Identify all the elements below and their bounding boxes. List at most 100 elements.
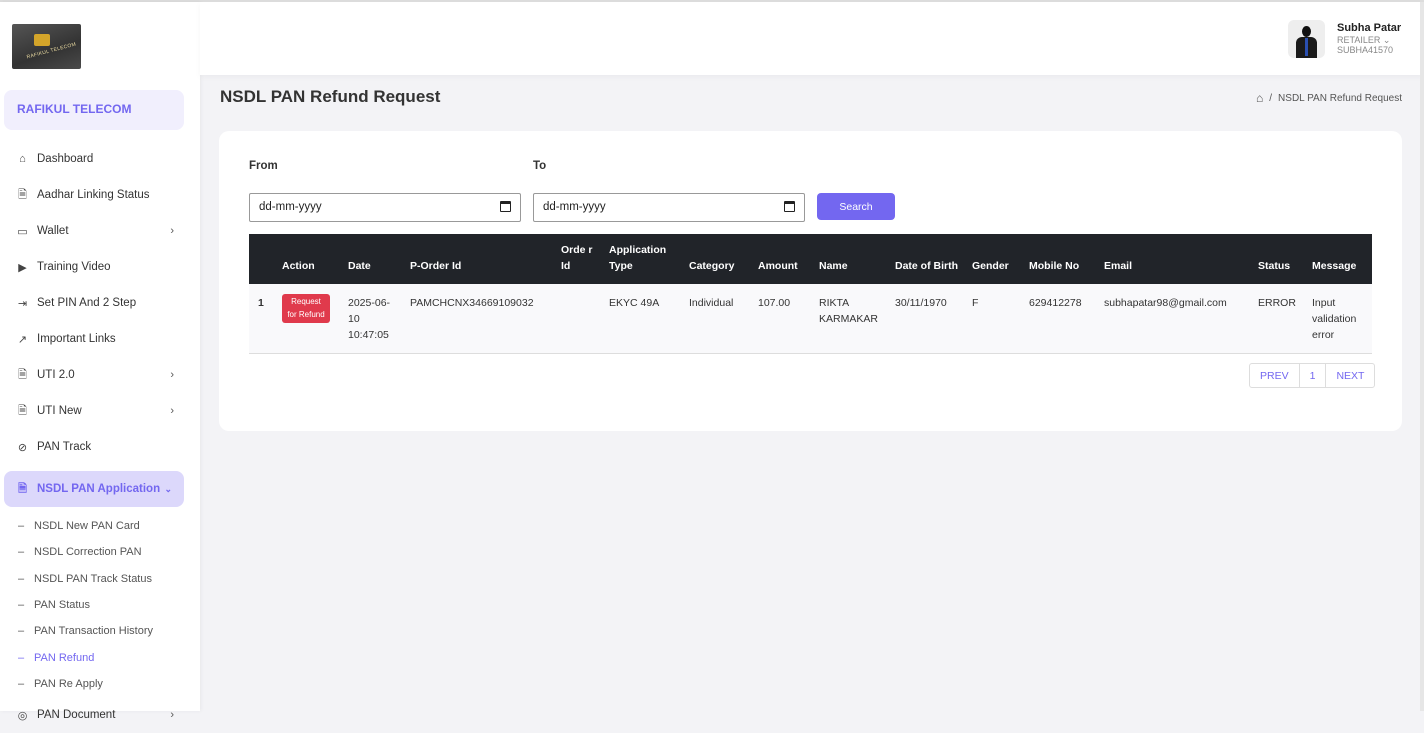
cell-porder: PAMCHCNX34669109032	[401, 284, 552, 354]
sidebar-item-label: Wallet	[37, 225, 69, 237]
prev-button[interactable]: PREV	[1250, 364, 1300, 387]
column-header-amount: Amount	[749, 234, 810, 284]
next-button[interactable]: NEXT	[1336, 369, 1365, 382]
cell-email: subhapatar98@gmail.com	[1095, 284, 1249, 354]
sidebar-subitem-label: NSDL Correction PAN	[34, 546, 142, 559]
cell-num: 1	[249, 284, 273, 354]
sidebar-subitem-nsdl-correction-pan[interactable]: – NSDL Correction PAN	[0, 539, 200, 565]
sidebar-item-dashboard[interactable]: ⌂ Dashboard	[0, 141, 200, 177]
from-date-value: dd-mm-yyyy	[259, 201, 322, 213]
from-label: From	[249, 160, 278, 172]
sidebar-subitem-label: PAN Refund	[34, 651, 95, 664]
wallet-icon: ▭	[17, 225, 28, 238]
chevron-icon: ›	[170, 709, 174, 722]
cell-type: EKYC 49A	[600, 284, 680, 354]
dash-icon: –	[18, 599, 25, 612]
column-header-mobile-no: Mobile No	[1020, 234, 1095, 284]
cell-action: Request for Refund	[273, 284, 339, 354]
table-row: 1 Request for Refund 2025-06-10 10:47:05 PA…	[249, 284, 1372, 354]
chevron-icon: ›	[170, 225, 174, 237]
dash-icon: –	[18, 677, 25, 690]
sidebar-item-important-links[interactable]: ↗ Important Links	[0, 321, 200, 357]
sidebar-item-label: Dashboard	[37, 153, 94, 165]
cell-gender: F	[963, 284, 1020, 354]
sidebar-item-label: UTI 2.0	[37, 369, 75, 381]
breadcrumb: ⌂ / NSDL PAN Refund Request	[1256, 91, 1402, 105]
sidebar-subitem-pan-transaction-history[interactable]: – PAN Transaction History	[0, 618, 200, 644]
sidebar-item-wallet[interactable]: ▭ Wallet ›	[0, 213, 200, 249]
breadcrumb-separator: /	[1269, 92, 1273, 104]
sidebar-item-label: PAN Track	[37, 441, 92, 453]
column-header-date-of-birth: Date of Birth	[886, 234, 963, 284]
user-name[interactable]: Subha Patar	[1337, 22, 1402, 34]
sidebar-item-label: NSDL PAN Application	[37, 483, 161, 495]
sidebar-item-label: Aadhar Linking Status	[37, 189, 150, 201]
search-button[interactable]: Search	[817, 193, 895, 220]
user-role-label: RETAILER ⌄	[1337, 35, 1391, 45]
user-role[interactable]: RETAILER ⌄ SUBHA41570	[1337, 35, 1393, 55]
chevron-icon: ›	[170, 405, 174, 417]
sidebar-subitem-label: PAN Status	[34, 599, 91, 612]
sidebar-item-pan-document[interactable]: ◎ PAN Document ›	[0, 697, 200, 733]
document-icon: 🗎	[18, 368, 27, 381]
column-header-name: Name	[810, 234, 886, 284]
sidebar-subitem-pan-refund[interactable]: – PAN Refund	[0, 644, 200, 670]
column-header-index	[249, 234, 273, 284]
sidebar-subitem-pan-status[interactable]: – PAN Status	[0, 592, 200, 618]
request-refund-button[interactable]: Request for Refund	[282, 294, 330, 323]
sidebar-item-set-pin-and-2-step[interactable]: ⇥ Set PIN And 2 Step	[0, 285, 200, 321]
calendar-icon[interactable]	[784, 201, 795, 212]
page-1-button[interactable]: 1	[1300, 364, 1327, 387]
home-icon: ⌂	[19, 153, 26, 165]
video-icon: ▶	[18, 261, 27, 274]
sidebar-subitem-nsdl-pan-track-status[interactable]: – NSDL PAN Track Status	[0, 566, 200, 592]
sidebar-item-label: Important Links	[37, 333, 116, 345]
sidebar-item-label: PAN Document	[37, 709, 116, 722]
top-header	[200, 2, 1424, 75]
column-header-gender: Gender	[963, 234, 1020, 284]
sidebar-item-label: UTI New	[37, 405, 82, 417]
sidebar-subitem-label: NSDL New PAN Card	[34, 520, 140, 533]
avatar[interactable]	[1288, 20, 1325, 58]
document-icon: 🗎	[18, 188, 27, 201]
chevron-icon: ›	[170, 369, 174, 381]
sidebar-subitem-nsdl-new-pan-card[interactable]: – NSDL New PAN Card	[0, 513, 200, 539]
document-icon: 🗎	[18, 482, 27, 495]
column-header-date: Date	[339, 234, 401, 284]
cell-mobile: 629412278	[1020, 284, 1095, 354]
sidebar-item-training-video[interactable]: ▶ Training Video	[0, 249, 200, 285]
column-header-action: Action	[273, 234, 339, 284]
sidebar: RAFIKUL TELECOM RAFIKUL TELECOM ⌂ Dashboa…	[0, 2, 200, 722]
cell-category: Individual	[680, 284, 749, 354]
brand-logo[interactable]: RAFIKUL TELECOM	[12, 24, 81, 69]
cell-status: ERROR	[1249, 284, 1303, 354]
column-header-category: Category	[680, 234, 749, 284]
sidebar-item-uti-new[interactable]: 🗎 UTI New ›	[0, 393, 200, 429]
sidebar-item-uti-2-0[interactable]: 🗎 UTI 2.0 ›	[0, 357, 200, 393]
sidebar-item-nsdl-pan-application[interactable]: 🗎 NSDL PAN Application ⌄	[4, 471, 184, 507]
to-date-input[interactable]: dd-mm-yyyy	[533, 193, 805, 222]
pagination: PREV 1 NEXT	[1249, 363, 1376, 388]
sidebar-subitem-label: PAN Transaction History	[34, 625, 154, 638]
sidebar-nav: ⌂ Dashboard 🗎 Aadhar Linking Status ▭ Wallet ›…	[0, 141, 200, 733]
sidebar-item-aadhar-linking-status[interactable]: 🗎 Aadhar Linking Status	[0, 177, 200, 213]
cell-name: RIKTA KARMAKAR	[810, 284, 886, 354]
home-icon[interactable]: ⌂	[1256, 91, 1264, 105]
column-header-application-type: Application Type	[600, 234, 680, 284]
sidebar-subitem-label: PAN Re Apply	[34, 677, 103, 690]
column-header-orde-r-id: Orde r Id	[552, 234, 600, 284]
cell-order	[552, 284, 600, 354]
external-link-icon: ↗	[17, 333, 28, 346]
sidebar-subitem-pan-re-apply[interactable]: – PAN Re Apply	[0, 671, 200, 697]
sidebar-item-pan-track[interactable]: ⊘ PAN Track	[0, 429, 200, 465]
sidebar-item-label: Training Video	[37, 261, 111, 273]
sidebar-item-label: Set PIN And 2 Step	[37, 297, 137, 309]
column-header-status: Status	[1249, 234, 1303, 284]
scrollbar[interactable]	[1420, 2, 1424, 711]
cell-date: 2025-06-10 10:47:05	[339, 284, 401, 354]
calendar-icon[interactable]	[500, 201, 511, 212]
cell-amount: 107.00	[749, 284, 810, 354]
cell-message: Input validation error	[1303, 284, 1372, 354]
from-date-input[interactable]: dd-mm-yyyy	[249, 193, 521, 222]
dash-icon: –	[18, 546, 25, 559]
